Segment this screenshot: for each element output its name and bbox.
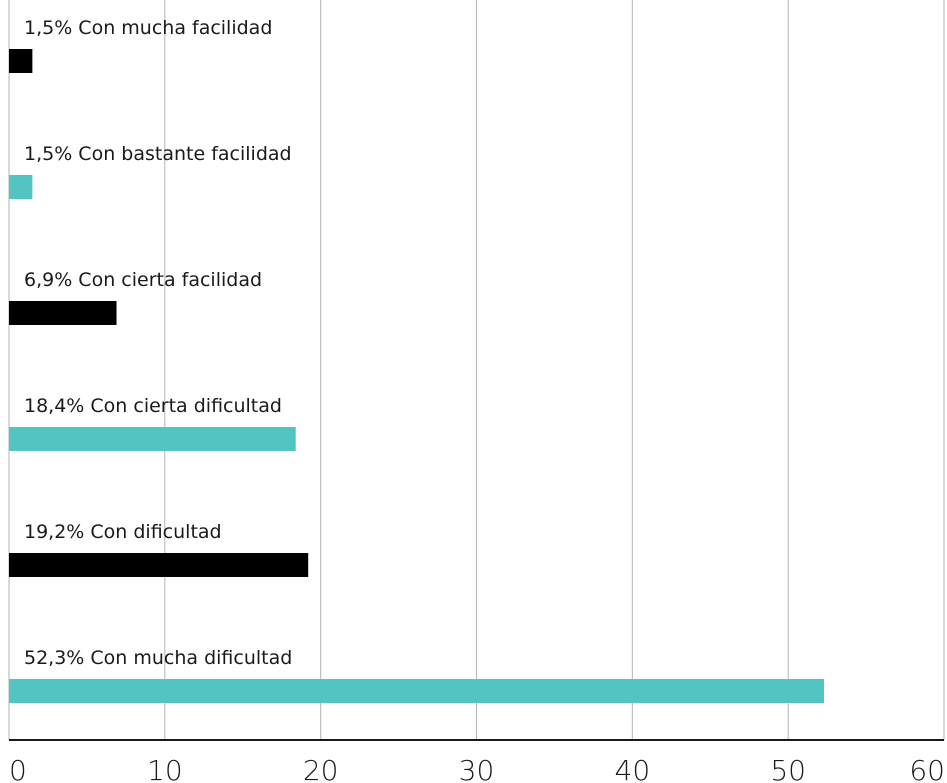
bar-label: 18,4% Con cierta dificultad — [24, 395, 282, 417]
bar — [9, 553, 309, 577]
bar — [9, 427, 296, 451]
x-tick-label: 60 — [909, 754, 945, 783]
bar-label: 52,3% Con mucha dificultad — [24, 647, 292, 669]
x-tick-label: 10 — [147, 754, 183, 783]
bar-label: 1,5% Con bastante facilidad — [24, 143, 292, 165]
x-tick-label: 50 — [770, 754, 806, 783]
x-tick-label: 40 — [615, 754, 651, 783]
x-tick-label: 0 — [9, 754, 27, 783]
bar — [9, 679, 825, 703]
grid-lines — [8, 0, 945, 740]
bar — [9, 301, 117, 325]
bar-labels: 1,5% Con mucha facilidad 1,5% Con bastant… — [24, 17, 292, 669]
bar — [9, 49, 33, 73]
bar-label: 1,5% Con mucha facilidad — [24, 17, 272, 39]
bar-label: 6,9% Con cierta facilidad — [24, 269, 262, 291]
bar — [9, 175, 33, 199]
bars — [9, 49, 825, 703]
x-axis-ticks: 0 10 20 30 40 50 60 — [9, 754, 945, 783]
x-tick-label: 30 — [459, 754, 495, 783]
bar-label: 19,2% Con dificultad — [24, 521, 222, 543]
x-tick-label: 20 — [303, 754, 339, 783]
